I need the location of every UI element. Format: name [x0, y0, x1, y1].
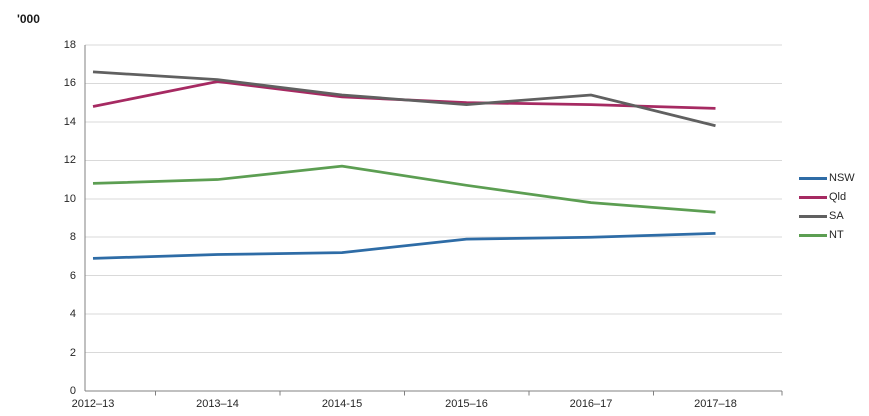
y-tick-label: 16 [63, 77, 76, 90]
legend-label: NT [829, 229, 844, 241]
x-tick-label: 2017–18 [694, 398, 737, 410]
series-line-qld [92, 80, 716, 110]
x-tick-label: 2014-15 [321, 398, 363, 410]
legend-line-swatch [799, 176, 827, 180]
series-line-nsw [92, 232, 716, 260]
y-tick-label: 6 [69, 269, 76, 282]
y-tick-label: 12 [63, 154, 76, 167]
y-tick-label: 0 [69, 385, 76, 397]
legend-label: NSW [829, 172, 855, 184]
y-tick-label: 2 [69, 346, 76, 359]
legend-entry-sa: SA [799, 209, 844, 224]
x-tick-label: 2012–13 [71, 398, 115, 410]
y-tick-label: 14 [63, 115, 76, 128]
x-tick-label: 2016–17 [569, 398, 613, 410]
legend-label: Qld [829, 191, 847, 203]
y-tick-label: 10 [63, 192, 76, 205]
legend-entry-nt: NT [799, 228, 844, 243]
y-tick-label: 8 [69, 231, 76, 244]
legend-entry-qld: Qld [799, 190, 846, 205]
legend-line-swatch [799, 195, 827, 199]
y-axis-unit-label: '000 [17, 12, 40, 26]
legend-label: SA [829, 210, 844, 222]
series-line-nt [92, 164, 716, 214]
y-tick-label: 4 [69, 308, 76, 321]
x-tick-label: 2013–14 [196, 398, 239, 410]
legend-line-swatch [799, 233, 827, 237]
series-line-sa [92, 70, 716, 128]
legend-entry-nsw: NSW [799, 171, 855, 186]
legend-line-swatch [799, 214, 827, 218]
x-tick-label: 2015–16 [445, 398, 488, 410]
y-tick-label: 18 [63, 39, 76, 51]
